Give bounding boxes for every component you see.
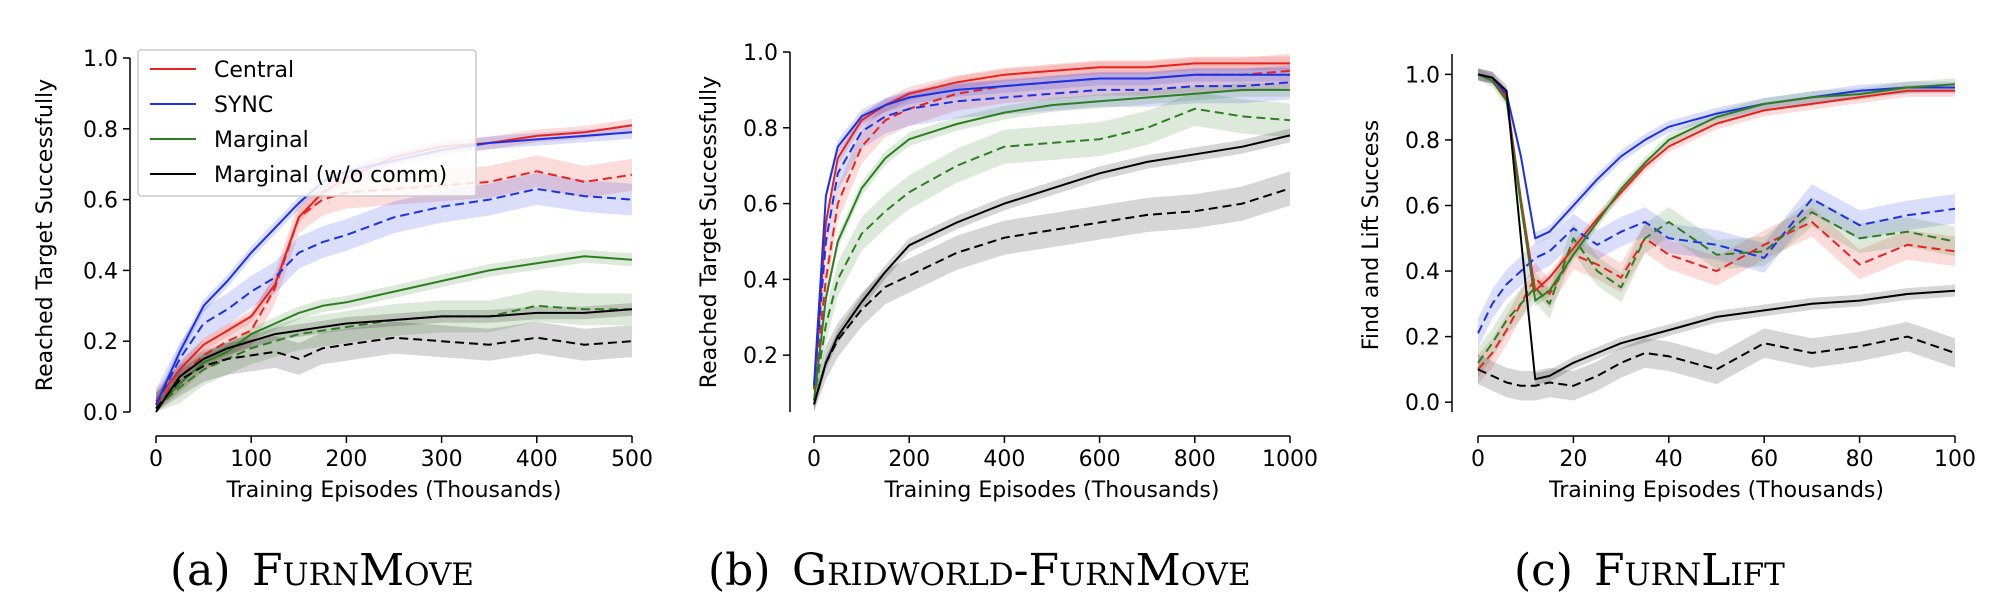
y-tick-label-a-0: 0.0 [83, 401, 118, 426]
legend-item-sync: SYNC [150, 93, 273, 118]
series-a-sync-dashed [155, 188, 633, 406]
series-b-sync-solid [813, 73, 1290, 386]
caption-a: (a) FurnMove [170, 545, 474, 596]
band-a-7 [156, 321, 632, 412]
series-a-marginal-w-o-comm--dashed [155, 336, 633, 410]
y-tick-label-a-3: 0.6 [83, 189, 118, 214]
series-c-sync-dashed [1477, 197, 1956, 334]
x-tick-label-a-3: 300 [421, 447, 463, 472]
x-tick-label-b-1: 200 [888, 447, 930, 472]
x-tick-label-b-4: 800 [1174, 447, 1216, 472]
chart-panel-c: 0.0 0.2 0.4 0.6 0.8 1.0 0 20 40 60 80 100 Training E… [1359, 54, 1976, 503]
y-tick-label-a-2: 0.4 [83, 259, 118, 284]
x-tick-label-c-5: 100 [1934, 447, 1976, 472]
x-tick-label-a-4: 400 [516, 447, 558, 472]
y-tick-label-b-4: 1.0 [743, 41, 778, 66]
y-axis-title-c: Find and Lift Success [1359, 120, 1384, 350]
legend-item-marginal-wo-comm: Marginal (w/o comm) [150, 163, 447, 188]
band-b-5 [814, 91, 1290, 413]
y-tick-label-c-2: 0.4 [1405, 260, 1440, 285]
caption-c: (c) FurnLift [1514, 545, 1785, 596]
x-tick-label-b-5: 1000 [1262, 447, 1318, 472]
y-tick-label-c-4: 0.8 [1405, 129, 1440, 154]
y-tick-label-a-5: 1.0 [83, 47, 118, 72]
x-tick-label-c-0: 0 [1471, 447, 1485, 472]
band-b-3 [814, 65, 1290, 403]
x-axis-title-a: Training Episodes (Thousands) [226, 478, 562, 503]
series-c-marginal-w-o-comm--dashed [1477, 335, 1956, 387]
series-a-marginal-solid [155, 255, 633, 410]
legend-item-marginal: Marginal [150, 128, 309, 153]
legend-item-central: Central [150, 58, 294, 83]
series-b-sync-dashed [813, 81, 1291, 386]
caption-b-name: Gridworld-FurnMove [792, 545, 1251, 596]
band-a-6 [156, 303, 632, 412]
band-c-6 [1478, 68, 1955, 386]
series-c-marginal-w-o-comm--solid [1477, 73, 1956, 381]
legend: Central SYNC Marginal Marginal (w/o comm… [137, 49, 477, 197]
series-b-marginal-w-o-comm--solid [813, 134, 1291, 405]
series-b-marginal-solid [813, 88, 1290, 401]
legend-label-central: Central [214, 58, 294, 83]
x-tick-label-c-4: 80 [1846, 447, 1874, 472]
caption-b: (b) Gridworld-FurnMove [708, 545, 1251, 596]
caption-a-name: FurnMove [252, 545, 474, 596]
band-b-6 [814, 128, 1290, 412]
y-tick-label-b-3: 0.8 [743, 117, 778, 142]
caption-c-name: FurnLift [1594, 545, 1785, 596]
caption-b-label: (b) [708, 545, 771, 596]
y-tick-label-c-0: 0.0 [1405, 391, 1440, 416]
legend-label-marginal-wo-comm: Marginal (w/o comm) [214, 163, 447, 188]
y-tick-label-b-2: 0.6 [743, 193, 778, 218]
series-b-central-solid [813, 62, 1290, 390]
x-tick-label-c-1: 20 [1559, 447, 1587, 472]
x-tick-label-c-2: 40 [1655, 447, 1683, 472]
legend-label-marginal: Marginal [214, 128, 309, 153]
band-c-2 [1478, 68, 1955, 245]
y-tick-label-c-1: 0.2 [1405, 326, 1440, 351]
series-c-sync-solid [1477, 73, 1955, 240]
caption-a-label: (a) [170, 545, 231, 596]
x-axis-title-b: Training Episodes (Thousands) [884, 478, 1220, 503]
x-tick-label-a-5: 500 [611, 447, 653, 472]
band-a-1 [156, 155, 632, 413]
series-c-marginal-dashed [1477, 211, 1956, 364]
x-tick-label-a-1: 100 [230, 447, 272, 472]
y-tick-label-a-4: 0.8 [83, 118, 118, 143]
legend-frame [137, 49, 477, 197]
series-a-marginal-w-o-comm--solid [155, 308, 633, 413]
series-c-marginal-solid [1477, 73, 1956, 302]
y-tick-label-b-0: 0.2 [743, 344, 778, 369]
caption-c-label: (c) [1514, 545, 1573, 596]
y-tick-label-b-1: 0.4 [743, 268, 778, 293]
x-tick-label-a-2: 200 [325, 447, 367, 472]
y-tick-label-c-3: 0.6 [1405, 195, 1440, 220]
x-axis-title-c: Training Episodes (Thousands) [1548, 478, 1884, 503]
series-c-central-dashed [1477, 220, 1956, 371]
band-c-1 [1478, 207, 1955, 385]
series-b-marginal-w-o-comm--dashed [813, 187, 1291, 405]
band-a-4 [156, 249, 632, 412]
x-tick-label-a-0: 0 [149, 447, 163, 472]
y-axis-title-a: Reached Target Successfully [33, 79, 58, 391]
y-tick-label-a-1: 0.2 [83, 330, 118, 355]
band-a-5 [156, 289, 632, 412]
series-b-marginal-dashed [813, 107, 1291, 401]
x-tick-label-b-0: 0 [807, 447, 821, 472]
series-a-marginal-dashed [155, 304, 632, 410]
y-axis-title-b: Reached Target Successfully [697, 76, 722, 388]
y-tick-label-c-5: 1.0 [1405, 63, 1440, 88]
x-tick-label-b-2: 400 [983, 447, 1025, 472]
x-tick-label-b-3: 600 [1079, 447, 1121, 472]
x-tick-label-c-3: 60 [1750, 447, 1778, 472]
chart-panel-b: 0.2 0.4 0.6 0.8 1.0 0 200 400 600 800 1000 Training… [697, 41, 1318, 503]
legend-label-sync: SYNC [214, 93, 273, 118]
band-c-7 [1478, 321, 1955, 401]
band-b-7 [814, 171, 1290, 412]
series-a-central-dashed [155, 170, 633, 406]
